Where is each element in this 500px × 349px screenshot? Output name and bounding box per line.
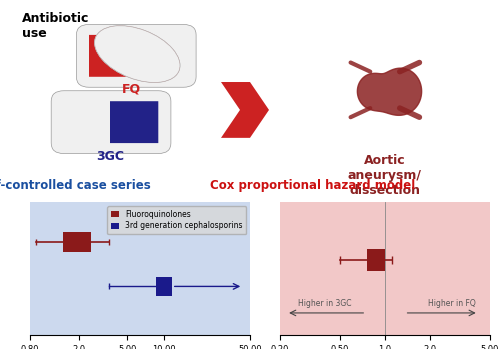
Text: Higher in FQ: Higher in FQ — [428, 299, 476, 307]
Text: FQ: FQ — [122, 82, 141, 95]
FancyBboxPatch shape — [76, 24, 196, 87]
Text: Cox proportional hazard model: Cox proportional hazard model — [210, 179, 415, 192]
Text: Aortic
aneurysm/
dissection: Aortic aneurysm/ dissection — [348, 154, 422, 196]
Bar — [64, 232, 90, 252]
Text: Higher in 3GC: Higher in 3GC — [298, 299, 352, 307]
Polygon shape — [221, 82, 269, 138]
Text: Self-controlled case series: Self-controlled case series — [0, 179, 150, 192]
Text: 3GC: 3GC — [96, 150, 124, 163]
Legend: Fluoroquinolones, 3rd generation cephalosporins: Fluoroquinolones, 3rd generation cephalo… — [108, 206, 246, 234]
FancyBboxPatch shape — [51, 91, 171, 154]
Bar — [367, 249, 385, 271]
FancyBboxPatch shape — [89, 35, 135, 77]
Text: Antibiotic
use: Antibiotic use — [22, 12, 89, 40]
Bar — [156, 277, 172, 296]
FancyBboxPatch shape — [110, 101, 158, 143]
